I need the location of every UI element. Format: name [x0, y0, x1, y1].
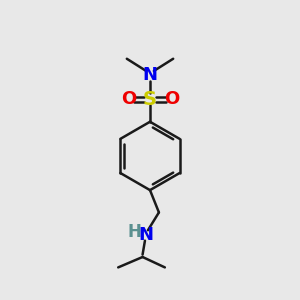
Text: N: N: [138, 226, 153, 244]
Text: H: H: [127, 223, 141, 241]
Text: O: O: [121, 91, 136, 109]
Text: O: O: [164, 91, 179, 109]
Text: N: N: [142, 66, 158, 84]
Text: S: S: [143, 90, 157, 109]
